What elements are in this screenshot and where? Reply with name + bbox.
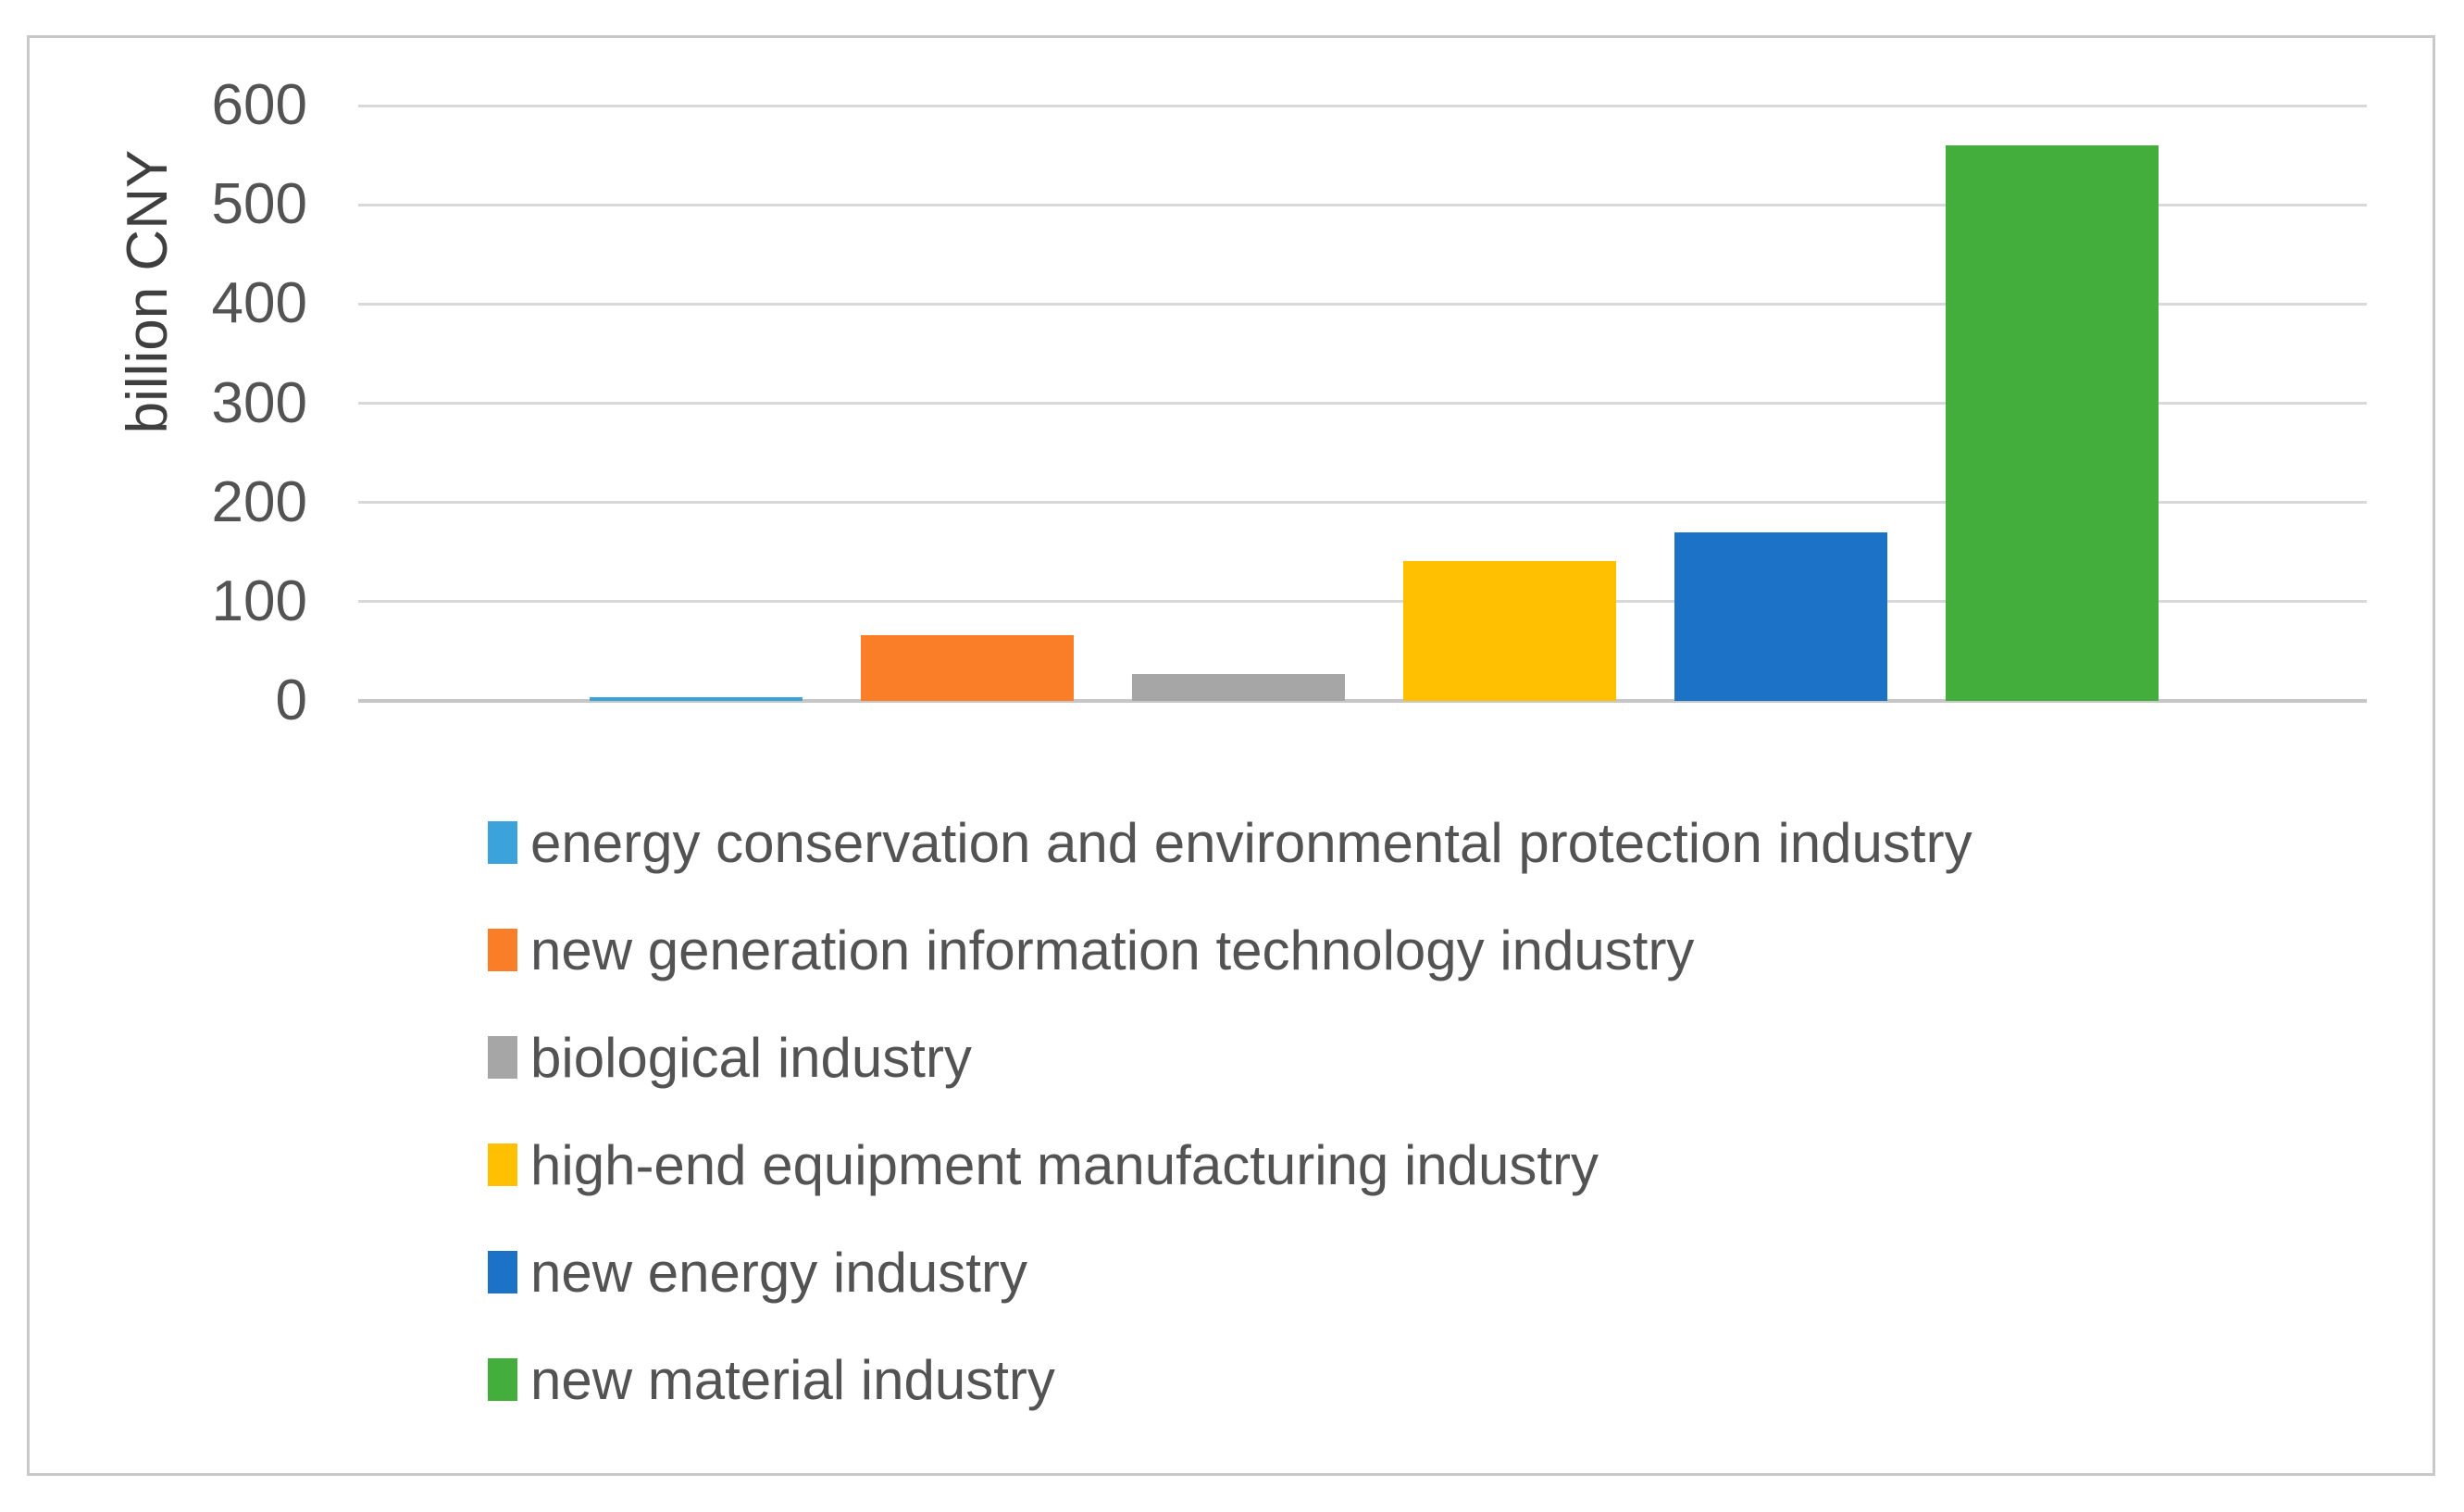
legend-label: energy conservation and environmental pr…: [530, 811, 1972, 874]
y-axis-tick-label: 200: [211, 469, 307, 534]
legend-item: energy conservation and environmental pr…: [488, 810, 1972, 875]
bar-energy-conservation-and-environmental-protection-industry: [590, 696, 803, 701]
gridline: [358, 698, 2367, 703]
legend-item: biological industry: [488, 1025, 972, 1090]
legend-item: new energy industry: [488, 1240, 1027, 1305]
legend-label: high-end equipment manufacturing industr…: [530, 1133, 1599, 1196]
legend-color-swatch: [488, 929, 517, 971]
y-axis-tick-label: 300: [211, 370, 307, 435]
legend-label: biological industry: [530, 1026, 972, 1089]
gridline: [358, 302, 2367, 306]
gridline: [358, 402, 2367, 405]
gridline: [358, 104, 2367, 107]
y-axis-tick-label: 100: [211, 569, 307, 633]
bar-high-end-equipment-manufacturing-industry: [1403, 560, 1616, 701]
plot-area: [358, 104, 2367, 703]
legend-label: new generation information technology in…: [530, 918, 1695, 981]
legend-item: new material industry: [488, 1347, 1055, 1412]
bar-biological-industry: [1132, 674, 1345, 701]
legend-color-swatch: [488, 1251, 517, 1293]
legend-color-swatch: [488, 1036, 517, 1079]
gridline: [358, 501, 2367, 505]
legend-label: new energy industry: [530, 1241, 1027, 1304]
y-axis-tick-label: 600: [211, 73, 307, 137]
bar-new-generation-information-technology-industry: [861, 635, 1074, 701]
y-axis-tick-label: 0: [275, 669, 307, 732]
legend-color-swatch: [488, 821, 517, 864]
legend-label: new material industry: [530, 1348, 1055, 1411]
legend-color-swatch: [488, 1143, 517, 1186]
y-axis-tick-label: 400: [211, 271, 307, 336]
legend-item: high-end equipment manufacturing industr…: [488, 1132, 1599, 1197]
legend-item: new generation information technology in…: [488, 918, 1694, 982]
gridline: [358, 600, 2367, 604]
bar-new-material-industry: [1946, 144, 2159, 701]
gridline: [358, 203, 2367, 206]
y-axis-tick-label: 500: [211, 172, 307, 237]
bar-new-energy-industry: [1674, 531, 1887, 701]
legend-color-swatch: [488, 1358, 517, 1401]
